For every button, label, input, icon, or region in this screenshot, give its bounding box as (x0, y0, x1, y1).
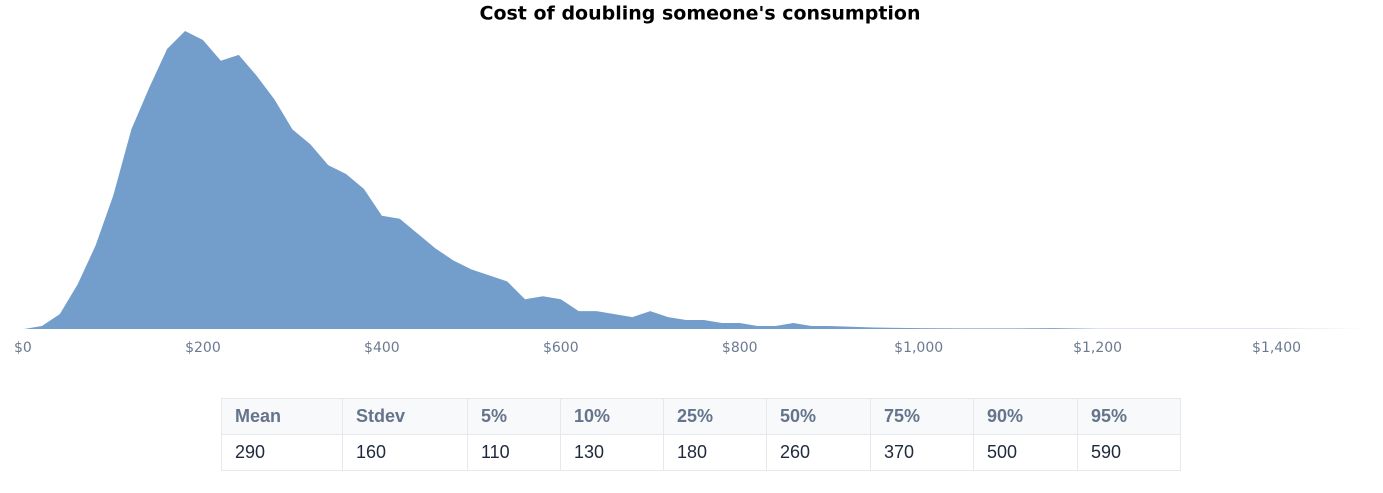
column-header: 90% (973, 398, 1078, 435)
table-cell: 160 (342, 434, 468, 471)
column-header: 5% (467, 398, 561, 435)
column-header: 10% (560, 398, 664, 435)
x-tick-label: $800 (722, 340, 758, 356)
table-cell: 180 (663, 434, 767, 471)
table-cell: 130 (560, 434, 664, 471)
column-header: 50% (766, 398, 871, 435)
table-cell: 590 (1077, 434, 1181, 471)
table-cell: 500 (973, 434, 1078, 471)
table-cell: 370 (870, 434, 974, 471)
chart: Cost of doubling someone's consumption $… (14, 3, 1366, 356)
x-tick-label: $1,400 (1252, 340, 1301, 356)
summary-table: Mean Stdev 5% 10% 25% 50% 75% 90% 95% 290 160 110 1… (221, 398, 1181, 471)
table-body: 290 160 110 130 180 260 370 500 590 (221, 434, 1181, 471)
density-area (24, 31, 1366, 329)
x-tick-label: $1,000 (894, 340, 943, 356)
table-row: 290 160 110 130 180 260 370 500 590 (221, 434, 1181, 471)
chart-title: Cost of doubling someone's consumption (480, 3, 921, 25)
column-header: 25% (663, 398, 767, 435)
x-tick-label: $0 (14, 340, 32, 356)
x-tick-label: $600 (543, 340, 579, 356)
column-header: Stdev (342, 398, 468, 435)
column-header: 95% (1077, 398, 1181, 435)
x-tick-label: $1,200 (1073, 340, 1122, 356)
x-tick-label: $400 (364, 340, 400, 356)
table-cell: 290 (221, 434, 343, 471)
column-header: 75% (870, 398, 974, 435)
table-cell: 110 (467, 434, 561, 471)
column-header: Mean (221, 398, 343, 435)
x-tick-label: $200 (185, 340, 221, 356)
header-row: Mean Stdev 5% 10% 25% 50% 75% 90% 95% (221, 398, 1181, 435)
table-cell: 260 (766, 434, 871, 471)
